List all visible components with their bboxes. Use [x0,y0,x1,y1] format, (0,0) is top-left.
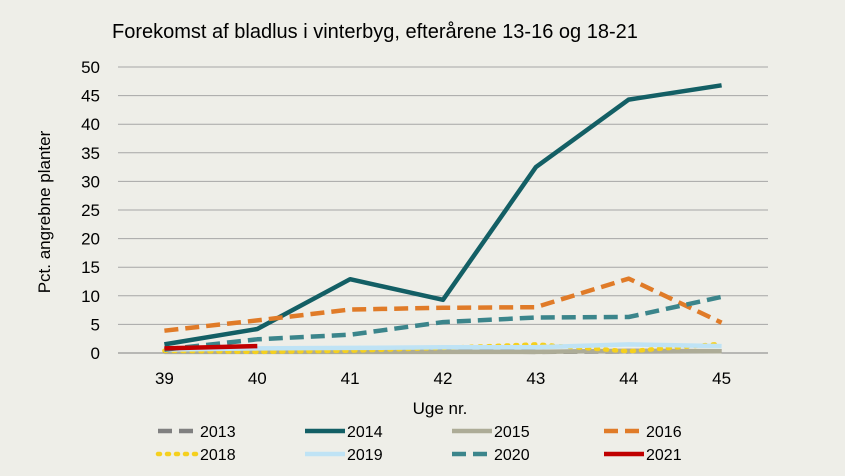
y-tick-label: 40 [81,115,100,134]
y-tick-label: 15 [81,258,100,277]
y-tick-label: 25 [81,201,100,220]
chart-title: Forekomst af bladlus i vinterbyg, efterå… [112,21,638,43]
legend-label-2018: 2018 [200,447,236,464]
x-tick-label: 43 [526,369,545,388]
y-tick-label: 50 [81,58,100,77]
legend-label-2013: 2013 [200,424,236,441]
series-line-2021 [164,343,258,351]
x-tick-label: 40 [248,369,267,388]
y-tick-label: 20 [81,230,100,249]
y-tick-label: 0 [91,344,100,363]
legend-label-2020: 2020 [494,447,530,464]
y-tick-label: 45 [81,87,100,106]
y-tick-label: 5 [91,315,100,334]
y-tick-label: 10 [81,287,100,306]
x-axis-ticks: 39 40 41 42 43 44 45 [155,369,731,388]
x-tick-label: 41 [341,369,360,388]
legend-label-2016: 2016 [646,424,682,441]
x-tick-label: 39 [155,369,174,388]
y-axis-ticks: 0 5 10 15 20 25 30 35 40 45 50 [81,58,100,363]
legend-label-2015: 2015 [494,424,530,441]
legend-label-2019: 2019 [347,447,383,464]
series-line-2020 [164,294,723,352]
series-line-2016 [164,276,723,333]
x-tick-label: 44 [619,369,638,388]
legend-label-2014: 2014 [347,424,383,441]
x-axis-label: Uge nr. [413,399,468,418]
y-tick-label: 30 [81,172,100,191]
series-line-2019 [164,342,722,352]
legend: 2013 2014 2015 2016 2018 2019 2020 2021 [155,424,682,464]
y-tick-label: 35 [81,144,100,163]
legend-label-2021: 2021 [646,447,682,464]
x-tick-label: 45 [712,369,731,388]
x-tick-label: 42 [434,369,453,388]
y-axis-label: Pct. angrebne planter [35,130,54,293]
series-line-2014 [164,83,722,347]
series-lines [162,83,724,355]
